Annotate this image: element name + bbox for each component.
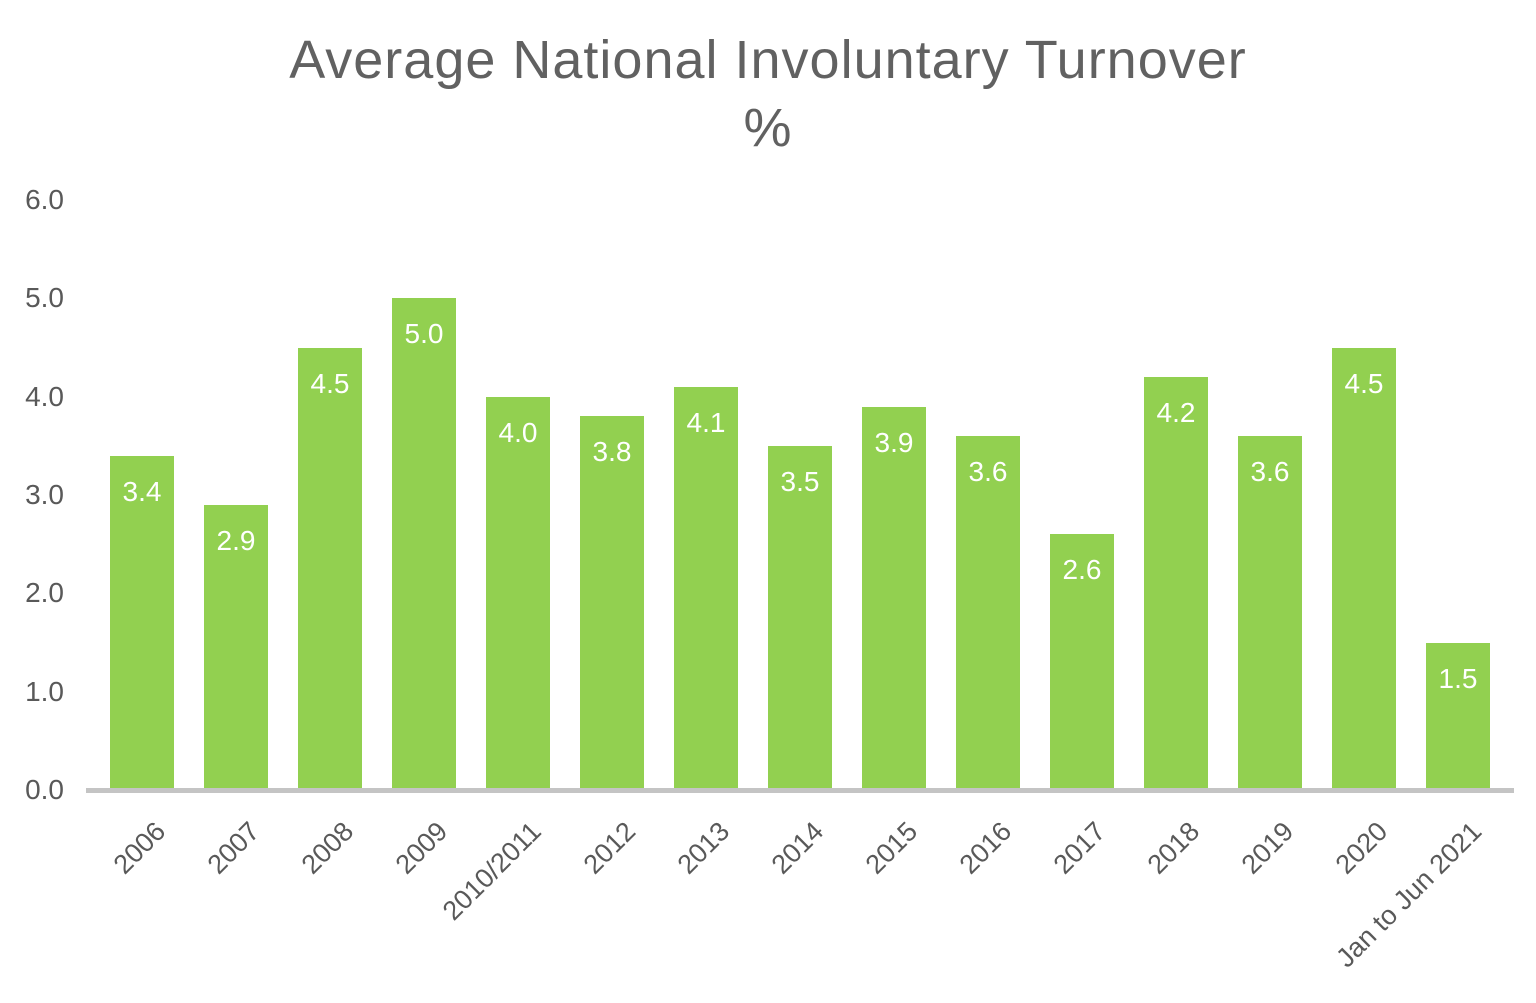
bar-value-label: 3.8 xyxy=(592,436,632,468)
bar-2019: 3.6 xyxy=(1238,436,1302,790)
bar-slot: 3.6 xyxy=(941,200,1035,790)
x-tick-label: 2009 xyxy=(389,816,454,880)
y-tick-label: 4.0 xyxy=(25,380,64,412)
x-tick-label: 2008 xyxy=(295,816,360,880)
bar-value-label: 4.2 xyxy=(1156,397,1196,428)
x-tick-label: 2010/2011 xyxy=(437,816,548,927)
bar-slot: 4.1 xyxy=(659,200,753,790)
bar-2014: 3.5 xyxy=(768,445,832,790)
bar-slot: 2.9 xyxy=(189,200,283,790)
bar-slot: 2.6 xyxy=(1035,200,1129,790)
bar-value-label: 1.5 xyxy=(1438,662,1478,694)
y-tick-label: 2.0 xyxy=(25,577,64,609)
bar-value-label: 4.5 xyxy=(1344,367,1384,399)
bar-2012: 3.8 xyxy=(580,416,644,790)
chart-title-block: Average National Involuntary Turnover % xyxy=(0,26,1536,162)
y-tick-label: 5.0 xyxy=(25,282,64,314)
y-tick-label: 3.0 xyxy=(25,479,64,510)
x-tick-label: 2019 xyxy=(1235,816,1300,880)
bar-2009: 5.0 xyxy=(392,298,456,790)
bar-2010/2011: 4.0 xyxy=(486,396,550,790)
x-tick-label: 2020 xyxy=(1329,816,1394,880)
x-tick-label: 2016 xyxy=(953,816,1018,880)
x-tick-label: 2018 xyxy=(1141,816,1206,880)
bar-2017: 2.6 xyxy=(1050,534,1114,790)
x-tick-label: 2006 xyxy=(107,816,172,880)
x-tick-label: 2012 xyxy=(577,816,642,880)
bar-value-label: 4.5 xyxy=(310,367,350,399)
bar-2008: 4.5 xyxy=(298,347,362,790)
bar-2015: 3.9 xyxy=(862,406,926,790)
chart-subtitle: % xyxy=(743,98,793,158)
chart-title: Average National Involuntary Turnover xyxy=(289,30,1247,90)
x-axis-line xyxy=(86,788,1514,793)
x-tick-label: 2007 xyxy=(201,816,266,880)
bar-value-label: 3.6 xyxy=(1250,456,1290,487)
bar-2016: 3.6 xyxy=(956,436,1020,790)
y-tick-label: 6.0 xyxy=(25,184,64,215)
bar-value-label: 2.6 xyxy=(1062,554,1102,586)
bar-2020: 4.5 xyxy=(1332,347,1396,790)
bar-value-label: 4.0 xyxy=(498,416,538,448)
bar-slot: 5.0 xyxy=(377,200,471,790)
bar-value-label: 3.9 xyxy=(874,426,914,458)
y-tick-label: 1.0 xyxy=(25,675,64,707)
x-tick-label: 2017 xyxy=(1047,816,1112,880)
bar-2013: 4.1 xyxy=(674,386,738,790)
bar-2018: 4.2 xyxy=(1144,377,1208,790)
bar-2006: 3.4 xyxy=(110,455,174,790)
bar-value-label: 5.0 xyxy=(404,318,444,350)
bar-2007: 2.9 xyxy=(204,504,268,790)
bar-slot: 1.5 xyxy=(1411,200,1505,790)
bars-container: 3.4 2.9 4.5 5.0 4.0 3.8 4.1 3.5 3.9 3.6 2.6 4.2 3.6 4… xyxy=(95,200,1505,790)
bar-slot: 3.9 xyxy=(847,200,941,790)
bar-slot: 3.8 xyxy=(565,200,659,790)
bar-slot: 4.2 xyxy=(1129,200,1223,790)
bar-slot: 4.5 xyxy=(1317,200,1411,790)
x-tick-label: 2014 xyxy=(765,816,830,880)
bar-value-label: 2.9 xyxy=(216,524,256,556)
x-tick-label: 2015 xyxy=(859,816,924,880)
bar-slot: 3.6 xyxy=(1223,200,1317,790)
bar-slot: 4.5 xyxy=(283,200,377,790)
x-tick-label: 2013 xyxy=(671,816,736,880)
bar-Jan to Jun 2021: 1.5 xyxy=(1426,642,1490,790)
y-tick-label: 0.0 xyxy=(25,774,64,805)
bar-slot: 4.0 xyxy=(471,200,565,790)
bar-value-label: 3.6 xyxy=(968,456,1008,487)
bar-slot: 3.4 xyxy=(95,200,189,790)
bar-slot: 3.5 xyxy=(753,200,847,790)
bar-value-label: 3.4 xyxy=(122,475,162,507)
bar-value-label: 4.1 xyxy=(686,406,726,438)
bar-value-label: 3.5 xyxy=(780,465,820,497)
